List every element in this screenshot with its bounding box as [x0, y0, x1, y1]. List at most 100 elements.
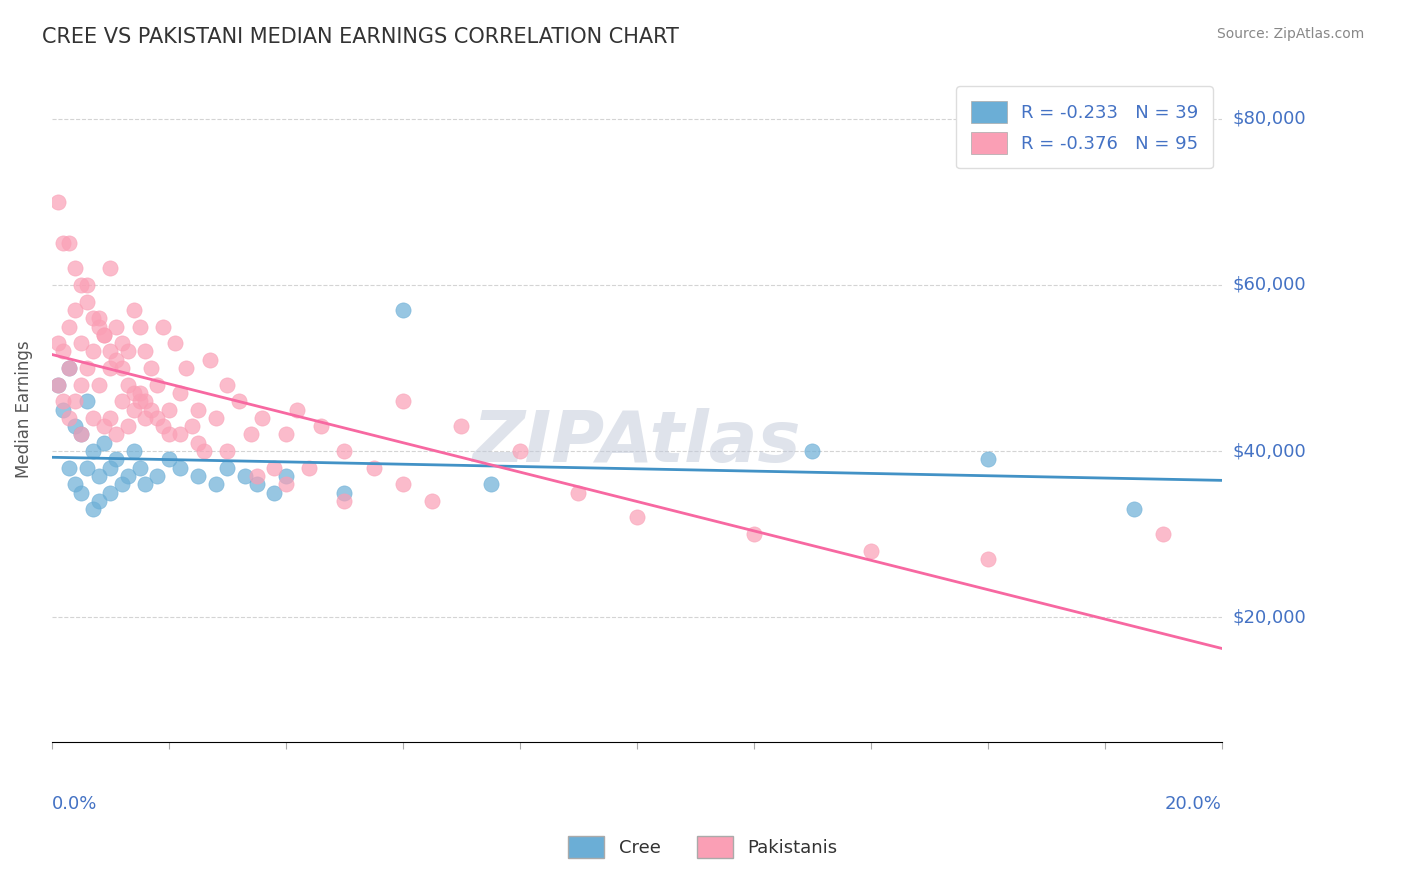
Point: [82, 502, 104, 516]
Point: [58, 361, 80, 376]
Point: [128, 460, 150, 475]
Point: [626, 510, 648, 524]
Point: [46, 336, 69, 351]
Point: [122, 444, 145, 458]
Point: [146, 410, 169, 425]
Point: [87, 377, 110, 392]
Point: [141, 402, 163, 417]
Point: [263, 460, 285, 475]
Point: [63, 477, 86, 491]
Point: [128, 319, 150, 334]
Point: [181, 419, 204, 434]
Point: [391, 302, 413, 317]
Point: [274, 477, 297, 491]
Point: [152, 419, 174, 434]
Point: [98, 485, 121, 500]
Point: [105, 427, 128, 442]
Point: [58, 460, 80, 475]
Point: [128, 394, 150, 409]
Point: [333, 444, 356, 458]
Point: [82, 311, 104, 326]
Point: [70, 427, 93, 442]
Point: [245, 477, 267, 491]
Point: [63, 261, 86, 276]
Point: [122, 385, 145, 400]
Point: [105, 452, 128, 467]
Point: [111, 336, 134, 351]
Point: [98, 460, 121, 475]
Point: [152, 319, 174, 334]
Point: [977, 452, 1000, 467]
Point: [58, 361, 80, 376]
Point: [977, 552, 1000, 566]
Point: [163, 336, 186, 351]
Point: [98, 410, 121, 425]
Legend: R = -0.233   N = 39, R = -0.376   N = 95: R = -0.233 N = 39, R = -0.376 N = 95: [956, 87, 1213, 169]
Point: [157, 402, 180, 417]
Text: Source: ZipAtlas.com: Source: ZipAtlas.com: [1216, 27, 1364, 41]
Point: [193, 444, 215, 458]
Point: [58, 236, 80, 251]
Text: 20.0%: 20.0%: [1166, 795, 1222, 813]
Text: 0.0%: 0.0%: [52, 795, 97, 813]
Point: [141, 361, 163, 376]
Point: [76, 277, 98, 292]
Point: [169, 460, 191, 475]
Point: [252, 410, 274, 425]
Point: [82, 410, 104, 425]
Point: [245, 469, 267, 483]
Point: [87, 493, 110, 508]
Point: [134, 344, 156, 359]
Point: [105, 319, 128, 334]
Point: [859, 543, 882, 558]
Point: [93, 419, 115, 434]
Point: [567, 485, 589, 500]
Point: [46, 377, 69, 392]
Point: [52, 344, 75, 359]
Point: [134, 477, 156, 491]
Legend: Cree, Pakistanis: Cree, Pakistanis: [561, 829, 845, 865]
Point: [117, 377, 139, 392]
Point: [1123, 502, 1146, 516]
Point: [63, 419, 86, 434]
Point: [58, 319, 80, 334]
Point: [46, 194, 69, 209]
Point: [111, 394, 134, 409]
Point: [117, 344, 139, 359]
Point: [198, 352, 221, 367]
Point: [157, 427, 180, 442]
Point: [187, 435, 209, 450]
Point: [98, 344, 121, 359]
Point: [76, 460, 98, 475]
Point: [420, 493, 443, 508]
Point: [52, 236, 75, 251]
Point: [76, 394, 98, 409]
Point: [228, 394, 250, 409]
Point: [801, 444, 824, 458]
Point: [333, 485, 356, 500]
Point: [287, 402, 309, 417]
Point: [70, 377, 93, 392]
Point: [117, 469, 139, 483]
Point: [105, 352, 128, 367]
Point: [217, 444, 239, 458]
Point: [263, 485, 285, 500]
Point: [98, 261, 121, 276]
Point: [169, 385, 191, 400]
Point: [87, 469, 110, 483]
Point: [391, 477, 413, 491]
Point: [363, 460, 385, 475]
Y-axis label: Median Earnings: Median Earnings: [15, 341, 32, 478]
Point: [146, 469, 169, 483]
Point: [63, 394, 86, 409]
Point: [52, 402, 75, 417]
Text: $20,000: $20,000: [1233, 608, 1306, 626]
Point: [742, 527, 765, 541]
Point: [76, 361, 98, 376]
Point: [391, 394, 413, 409]
Point: [93, 327, 115, 342]
Point: [479, 477, 502, 491]
Point: [204, 410, 226, 425]
Point: [122, 402, 145, 417]
Point: [128, 385, 150, 400]
